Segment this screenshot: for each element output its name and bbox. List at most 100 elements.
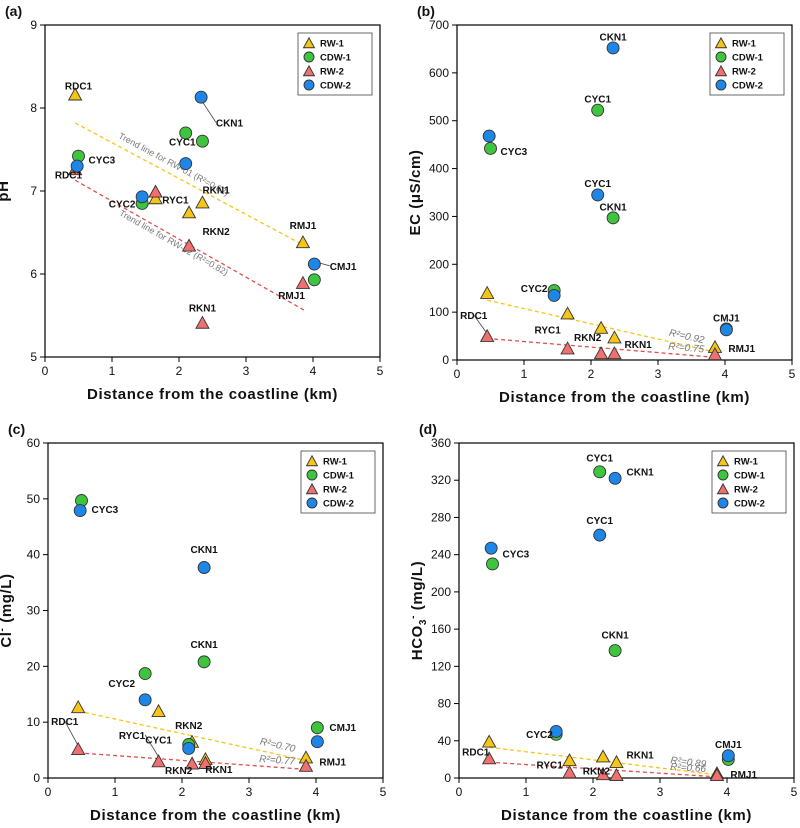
x-tick-label: 3 bbox=[246, 785, 253, 799]
data-point-CDW-1 bbox=[179, 126, 193, 140]
site-label: CKN1 bbox=[627, 468, 655, 479]
site-label: CKN1 bbox=[190, 640, 218, 651]
site-label: RKN1 bbox=[202, 185, 230, 196]
panel-label: (d) bbox=[419, 421, 437, 437]
data-point-CDW-1 bbox=[307, 273, 321, 287]
site-label: RKN1 bbox=[625, 340, 653, 351]
x-tick-label: 1 bbox=[521, 367, 528, 381]
site-label: CYC1 bbox=[584, 179, 611, 190]
site-label: RKN1 bbox=[205, 765, 233, 776]
r-squared-label: R²=0.75 bbox=[668, 341, 705, 355]
legend-label-RW-2: RW-2 bbox=[732, 67, 756, 78]
data-point-CDW-1 bbox=[310, 721, 324, 735]
data-point-RW-2 bbox=[151, 754, 166, 768]
x-tick-label: 3 bbox=[657, 785, 664, 799]
x-axis-label: Distance from the coastline (km) bbox=[90, 807, 341, 824]
data-point-CDW-1 bbox=[486, 557, 499, 571]
site-label: RMJ1 bbox=[290, 221, 317, 232]
data-point-RW-2 bbox=[481, 751, 497, 765]
data-point-CDW-1 bbox=[195, 134, 209, 148]
site-label: RMJ1 bbox=[730, 770, 757, 781]
site-label: RKN2 bbox=[165, 766, 193, 777]
site-label: CYC2 bbox=[521, 284, 548, 295]
data-point-RW-2 bbox=[607, 346, 622, 360]
data-point-RW-1 bbox=[479, 285, 495, 299]
x-tick-label: 5 bbox=[789, 367, 796, 381]
data-point-RW-1 bbox=[148, 191, 163, 205]
x-tick-label: 2 bbox=[588, 367, 595, 381]
x-tick-label: 3 bbox=[243, 364, 250, 378]
y-tick-label: 360 bbox=[431, 436, 451, 450]
site-label: RYC1 bbox=[162, 195, 189, 206]
data-point-RW-2 bbox=[709, 767, 725, 782]
y-axis-label: EC (μS/cm) bbox=[407, 149, 424, 235]
y-tick-label: 500 bbox=[429, 114, 449, 128]
legend-marker-CDW-1 bbox=[717, 469, 729, 481]
data-point-RW-2 bbox=[707, 347, 723, 361]
site-label: CYC1 bbox=[586, 454, 613, 465]
data-point-CDW-1 bbox=[608, 644, 622, 657]
y-tick-label: 20 bbox=[27, 659, 41, 673]
r-squared-label: R²=0.89 bbox=[670, 755, 707, 770]
data-point-CDW-1 bbox=[197, 655, 211, 669]
legend-marker-RW-2 bbox=[302, 64, 316, 77]
site-label: CKN1 bbox=[599, 32, 627, 43]
data-point-RW-1 bbox=[70, 700, 86, 714]
data-point-RW-2 bbox=[593, 346, 609, 360]
y-tick-label: 280 bbox=[431, 510, 451, 524]
legend-label-RW-2: RW-2 bbox=[320, 67, 344, 78]
data-point-RW-2 bbox=[609, 767, 624, 782]
site-label: CYC2 bbox=[108, 679, 135, 690]
y-tick-label: 120 bbox=[431, 659, 451, 673]
x-tick-label: 0 bbox=[42, 364, 49, 378]
y-tick-label: 240 bbox=[431, 548, 451, 562]
site-label: CYC3 bbox=[89, 156, 116, 167]
trendline-RW-1 bbox=[489, 746, 721, 776]
y-tick-label: 5 bbox=[30, 350, 37, 364]
data-point-CDW-2 bbox=[197, 561, 211, 574]
data-point-CDW-2 bbox=[135, 190, 149, 204]
data-point-RW-2 bbox=[560, 341, 575, 355]
legend-label-RW-2: RW-2 bbox=[734, 485, 758, 496]
trendline-RW-1 bbox=[78, 710, 310, 762]
trendline-RW-2 bbox=[487, 337, 719, 359]
data-point-RW-1 bbox=[595, 749, 611, 763]
r-squared-label: R²=0.70 bbox=[259, 737, 297, 755]
data-point-RW-2 bbox=[298, 758, 314, 772]
data-point-RW-2 bbox=[70, 741, 86, 755]
legend-label-CDW-2: CDW-2 bbox=[732, 81, 763, 92]
y-tick-label: 600 bbox=[429, 66, 449, 80]
legend-label-CDW-1: CDW-1 bbox=[734, 471, 766, 482]
site-label: RDC1 bbox=[462, 748, 490, 759]
data-point-RW-1 bbox=[481, 734, 497, 748]
x-tick-label: 4 bbox=[310, 364, 317, 378]
site-label: CYC3 bbox=[92, 505, 119, 516]
legend-marker-RW-1 bbox=[714, 36, 728, 49]
data-point-RW-1 bbox=[607, 330, 622, 344]
legend-marker-CDW-2 bbox=[717, 497, 729, 509]
y-tick-label: 400 bbox=[429, 162, 449, 176]
trendline-label: Trend line for RW-02 (R²=0.82) bbox=[117, 208, 229, 278]
x-tick-label: 0 bbox=[456, 785, 463, 799]
data-point-RW-2 bbox=[595, 767, 611, 781]
data-point-CDW-2 bbox=[307, 257, 321, 271]
legend-label-CDW-2: CDW-2 bbox=[734, 499, 765, 510]
site-label: RKN2 bbox=[175, 721, 203, 732]
site-label: RMJ1 bbox=[278, 291, 305, 302]
legend-marker-CDW-1 bbox=[303, 51, 315, 63]
legend-marker-RW-2 bbox=[305, 482, 319, 495]
x-tick-label: 1 bbox=[109, 364, 116, 378]
legend-marker-RW-1 bbox=[716, 454, 730, 467]
chart-panel-1: (a) 0 1 2 3 4 5 5 6 7 8 9 Distance from the coastlin… bbox=[0, 3, 384, 403]
site-label: RYC1 bbox=[537, 761, 564, 772]
annotation-leader bbox=[200, 99, 217, 123]
legend-marker-RW-1 bbox=[302, 36, 316, 49]
data-point-CDW-1 bbox=[593, 465, 607, 479]
site-label: CYC2 bbox=[109, 200, 136, 211]
y-tick-label: 0 bbox=[444, 771, 451, 785]
data-point-RW-1 bbox=[593, 320, 609, 334]
x-tick-label: 0 bbox=[454, 367, 461, 381]
legend-label-CDW-2: CDW-2 bbox=[320, 81, 351, 92]
site-label: CYC1 bbox=[586, 516, 613, 527]
